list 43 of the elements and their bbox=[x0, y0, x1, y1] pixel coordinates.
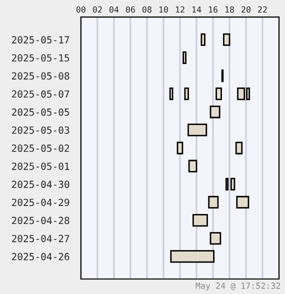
bar bbox=[169, 88, 174, 100]
bar bbox=[230, 178, 236, 190]
x-tick-label: 22 bbox=[258, 6, 267, 13]
bar bbox=[216, 88, 222, 100]
x-tick-label: 08 bbox=[142, 6, 152, 13]
bar bbox=[188, 124, 208, 136]
bar bbox=[235, 142, 243, 154]
x-tick-label: 14 bbox=[192, 6, 202, 13]
bar bbox=[192, 214, 208, 227]
bar bbox=[223, 33, 230, 46]
y-tick-label: 2025-05-15 bbox=[12, 54, 70, 62]
bar bbox=[236, 196, 250, 209]
y-tick-label: 2025-05-02 bbox=[12, 144, 70, 152]
text: May 24 @ 17:52:32 bbox=[196, 282, 280, 290]
y-tick-label: 2025-04-28 bbox=[12, 216, 70, 224]
x-tick-label: 00 bbox=[76, 6, 86, 13]
x-tick-label: 12 bbox=[176, 6, 184, 13]
bar bbox=[208, 196, 219, 209]
y-tick-label: 2025-04-29 bbox=[12, 198, 70, 206]
y-tick-label: 2025-04-26 bbox=[12, 252, 70, 260]
y-tick-label: 2025-05-08 bbox=[12, 72, 70, 80]
x-tick-label: 20 bbox=[242, 6, 250, 13]
y-tick-label: 2025-04-30 bbox=[12, 180, 70, 188]
y-tick-label: 2025-05-05 bbox=[12, 108, 70, 116]
bar bbox=[210, 106, 220, 118]
x-tick-label: 16 bbox=[208, 6, 218, 13]
x-tick-label: 06 bbox=[126, 6, 135, 13]
bar bbox=[176, 142, 184, 154]
x-tick-label: 10 bbox=[159, 6, 168, 13]
y-tick-label: 2025-05-03 bbox=[12, 126, 70, 134]
bar bbox=[200, 33, 206, 46]
y-tick-label: 2025-05-01 bbox=[12, 162, 70, 170]
bar bbox=[188, 160, 198, 172]
y-tick-label: 2025-05-07 bbox=[12, 90, 70, 98]
y-tick-label: 2025-04-27 bbox=[12, 234, 70, 242]
bar bbox=[210, 232, 222, 245]
x-tick-label: 02 bbox=[92, 6, 102, 13]
x-tick-label: 04 bbox=[109, 6, 119, 13]
y-tick-label: 2025-05-17 bbox=[12, 36, 70, 44]
bar bbox=[170, 250, 215, 263]
bar bbox=[184, 88, 189, 100]
x-tick-label: 18 bbox=[225, 6, 234, 13]
bar bbox=[182, 51, 186, 64]
